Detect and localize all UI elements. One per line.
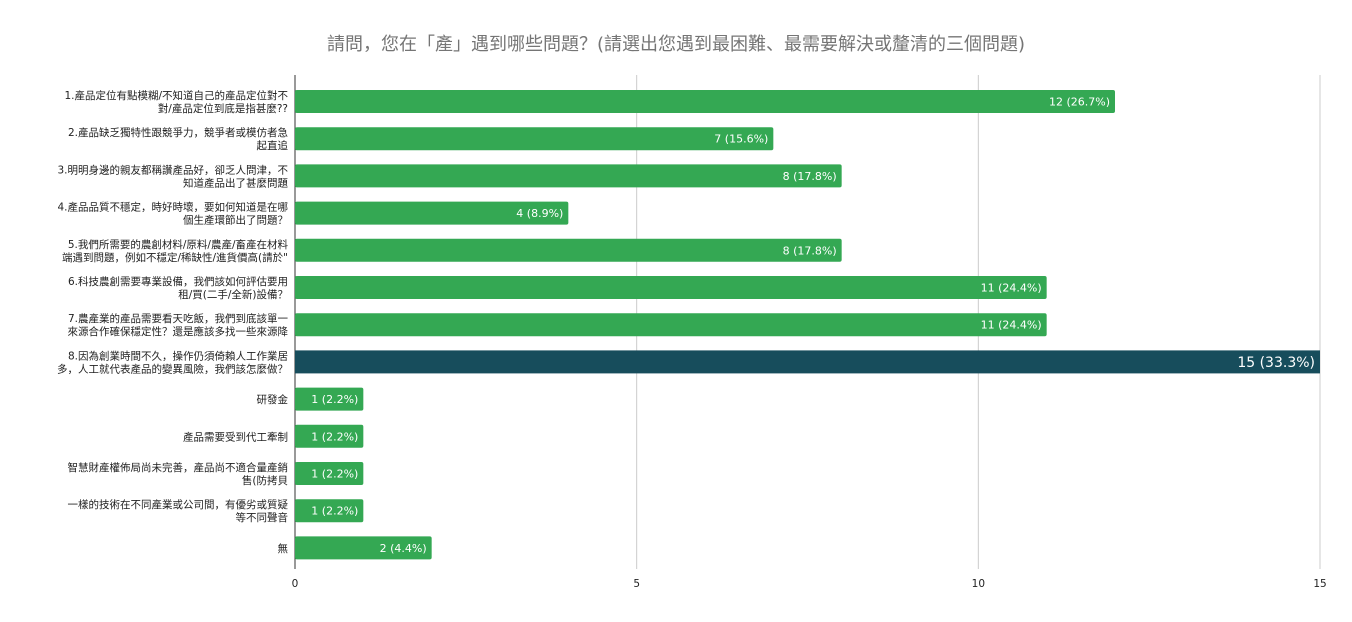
category-label: 無 <box>278 542 289 555</box>
bar-value-label: 11 (24.4%) <box>981 282 1042 295</box>
bar-10[interactable] <box>295 424 364 448</box>
bar-value-label: 15 (33.3%) <box>1237 355 1315 371</box>
bar-2[interactable] <box>295 127 774 151</box>
bar-value-label: 2 (4.4%) <box>380 542 427 555</box>
category-label: 起直追 <box>257 139 289 152</box>
bar-value-label: 1 (2.2%) <box>311 468 358 481</box>
bar-value-label: 8 (17.8%) <box>783 244 837 257</box>
bar-1[interactable] <box>295 90 1115 113</box>
category-label: 端遇到問題，例如不穩定/稀缺性/進貨價高(請於" <box>62 251 288 264</box>
category-label: 售(防拷貝 <box>242 474 288 487</box>
category-label: 4.產品品質不穩定，時好時壞，要如何知道是在哪 <box>57 201 288 214</box>
bar-6[interactable] <box>295 276 1047 299</box>
bar-value-label: 12 (26.7%) <box>1049 96 1110 109</box>
category-label: 對/產品定位到底是指甚麼?? <box>158 102 288 115</box>
bar-5[interactable] <box>295 238 842 262</box>
category-label: 一樣的技術在不同產業或公司間，有優劣或質疑 <box>68 498 289 511</box>
bar-value-label: 1 (2.2%) <box>311 393 358 406</box>
x-axis-tick-layer: 0 5 10 15 <box>292 578 1327 590</box>
category-label: 多，人工就代表產品的變異風險，我們該怎麼做？ <box>57 362 288 375</box>
category-label: 1.產品定位有點模糊/不知道自己的產品定位對不 <box>64 89 288 102</box>
bar-value-label: 7 (15.6%) <box>714 133 768 146</box>
category-label: 7.農產業的產品需要看天吃飯，我們到底該單一 <box>68 312 289 325</box>
category-label: 智慧財產權佈局尚未完善，產品尚不適合量產銷 <box>68 461 289 474</box>
category-label: 8.因為創業時間不久，操作仍須倚賴人工作業居 <box>68 349 288 362</box>
category-label: 等不同聲音 <box>236 511 289 524</box>
x-tick-label: 10 <box>972 578 985 590</box>
bar-8[interactable] <box>295 350 1320 374</box>
bar-3[interactable] <box>295 164 842 188</box>
bar-13[interactable] <box>295 536 432 560</box>
category-label: 來源合作確保穩定性？還是應該多找一些來源降 <box>68 325 289 338</box>
x-tick-label: 15 <box>1313 578 1326 590</box>
category-label: 租/買(二手/全新)設備？ <box>178 288 288 301</box>
bar-value-label: 11 (24.4%) <box>981 319 1042 332</box>
bar-9[interactable] <box>295 387 364 411</box>
category-label: 個生產環節出了問題？ <box>183 214 288 227</box>
category-label: 產品需要受到代工牽制 <box>183 430 288 443</box>
category-label: 3.明明身邊的親友都稱讚產品好，卻乏人問津，不 <box>57 163 288 176</box>
category-label: 5.我們所需要的農創材料/原料/農產/畜產在材料 <box>68 238 289 251</box>
bar-7[interactable] <box>295 313 1047 337</box>
category-label: 6.科技農創需要專業設備，我們該如何評估要用 <box>68 275 288 288</box>
chart-title: 請問，您在「產」遇到哪些問題？(請選出您遇到最困難、最需要解決或釐清的三個問題) <box>326 34 1026 55</box>
category-label: 研發金 <box>257 393 289 406</box>
category-label: 知道產品出了甚麼問題 <box>183 176 288 189</box>
x-tick-label: 5 <box>633 578 640 590</box>
bar-12[interactable] <box>295 499 364 523</box>
bar-value-label: 1 (2.2%) <box>311 430 358 443</box>
x-tick-label: 0 <box>292 578 299 590</box>
bar-4[interactable] <box>295 201 569 225</box>
bar-value-label: 8 (17.8%) <box>783 170 837 183</box>
category-label: 2.產品缺乏獨特性跟競爭力，競爭者或模仿者急 <box>68 126 288 139</box>
bar-value-label: 1 (2.2%) <box>311 505 358 518</box>
bar-layer: 12 (26.7%) 7 (15.6%) 8 (17.8%) 4 (8.9%) 8 (1… <box>295 90 1320 560</box>
bar-11[interactable] <box>295 462 364 485</box>
bar-value-label: 4 (8.9%) <box>516 207 563 220</box>
